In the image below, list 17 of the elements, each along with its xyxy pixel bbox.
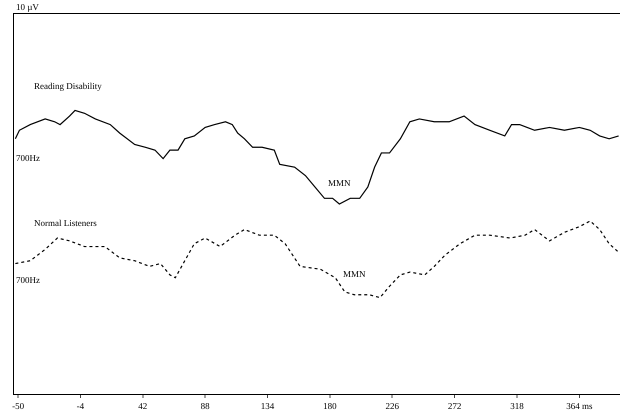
- annotation: 700Hz: [16, 153, 40, 163]
- x-tick-label: 180: [323, 400, 338, 411]
- x-tick-label: 88: [200, 400, 210, 411]
- text: Reading Disability: [34, 81, 102, 91]
- x-tick-label: -50: [12, 400, 25, 411]
- x-tick-label: -4: [76, 400, 85, 411]
- x-tick-label: 134: [260, 400, 275, 411]
- annotation: MMN: [343, 269, 366, 279]
- series-label: Normal Listeners: [34, 218, 98, 228]
- x-tick-label: 42: [138, 400, 148, 411]
- x-tick-label: 318: [510, 400, 524, 411]
- annotation: MMN: [328, 178, 352, 188]
- x-tick-label: 272: [448, 400, 462, 411]
- annotation: 700Hz: [16, 275, 40, 285]
- x-tick-label: 364 ms: [566, 400, 593, 411]
- text: 10 µV: [16, 2, 40, 12]
- x-tick-label: 226: [385, 400, 400, 411]
